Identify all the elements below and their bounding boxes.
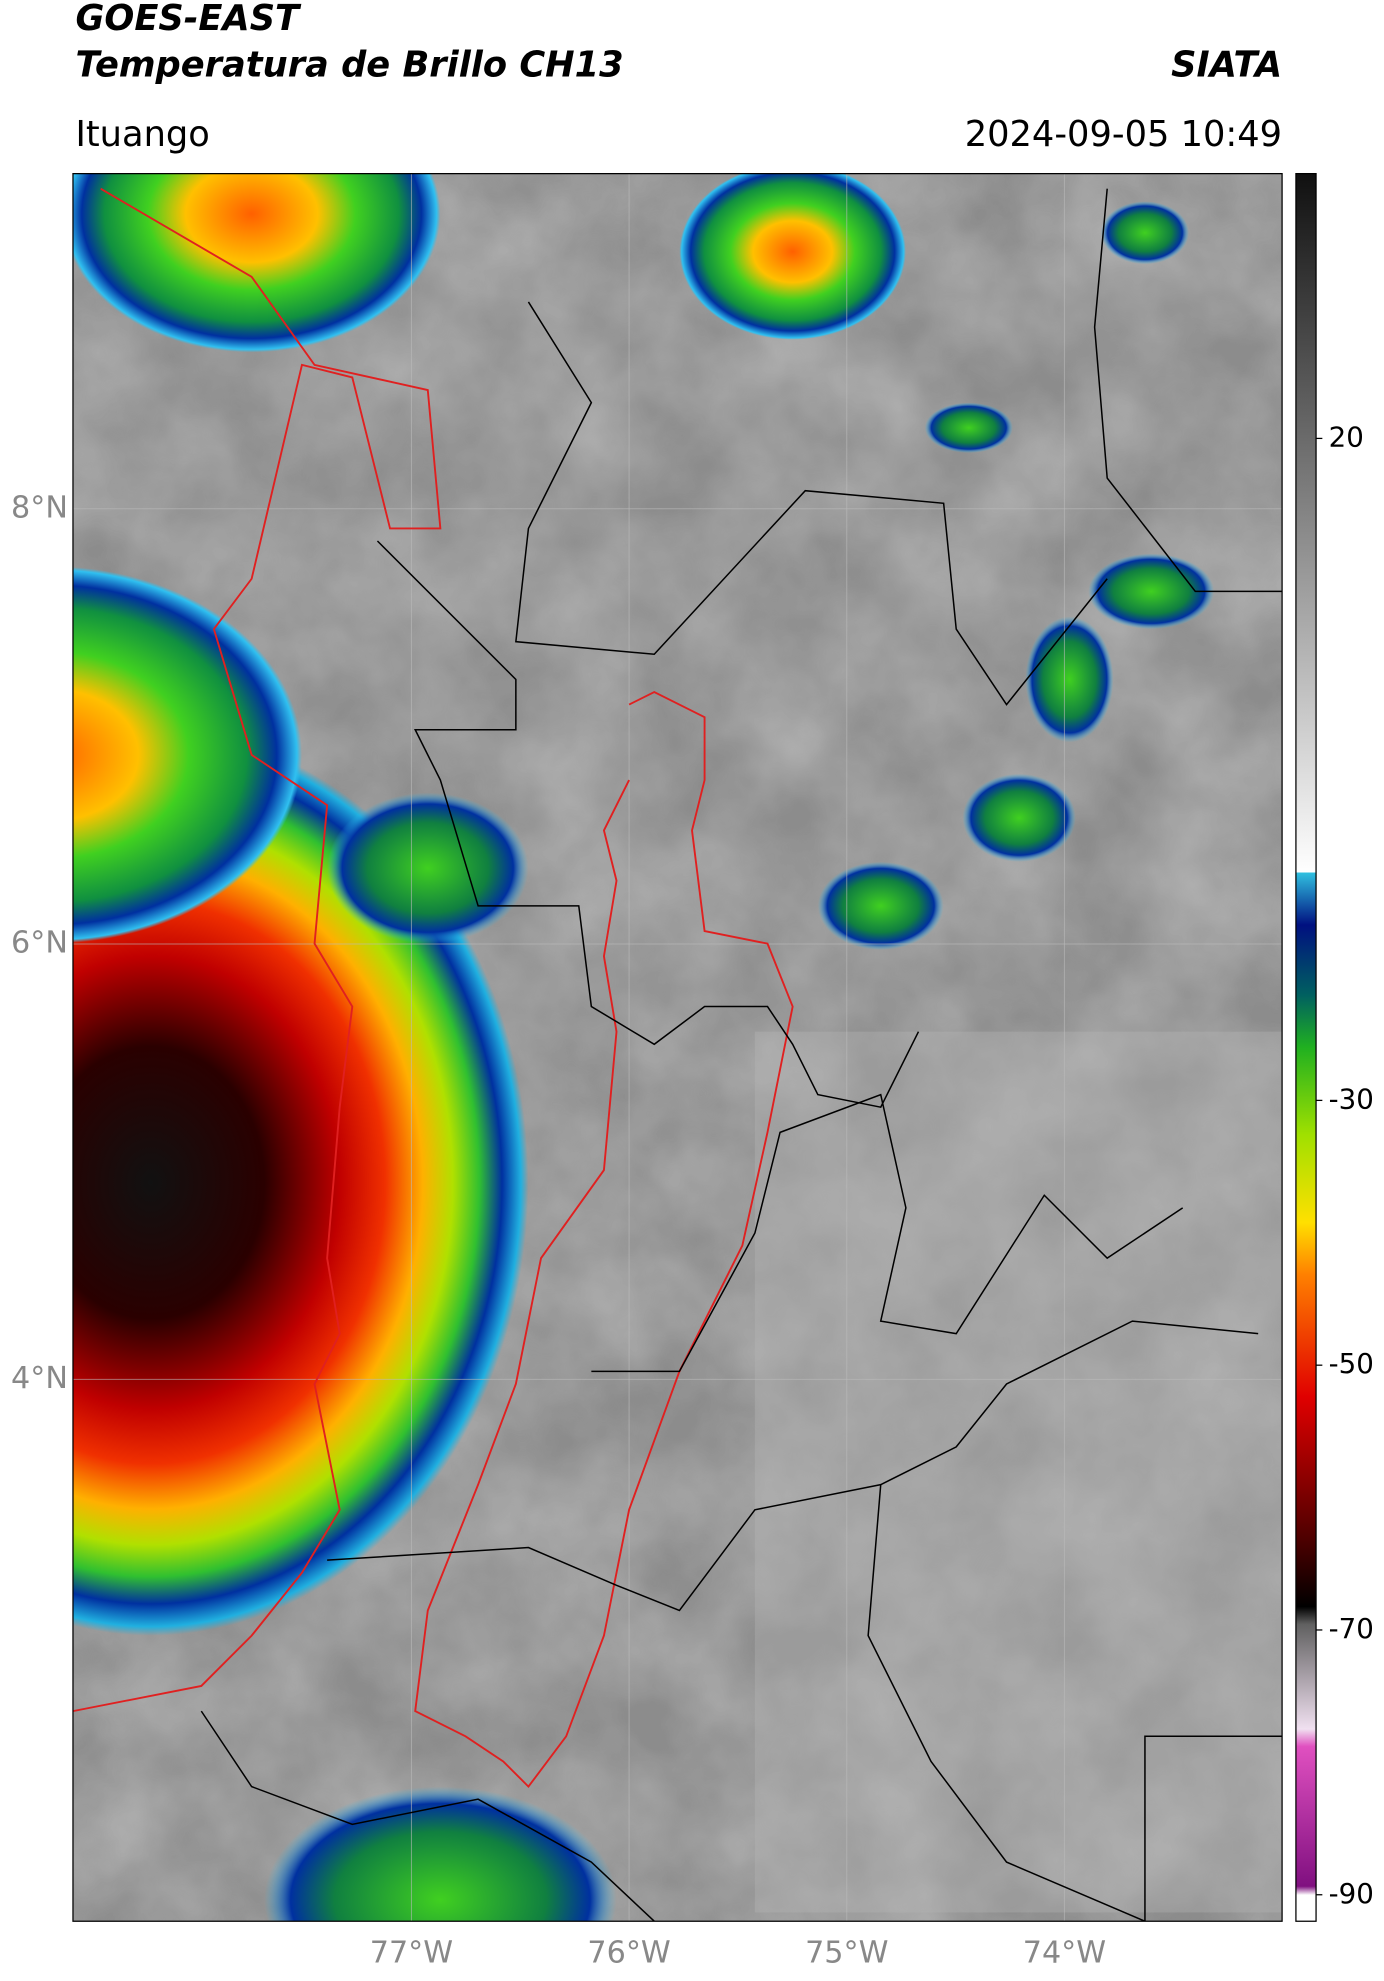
x-tick-label: 75°W	[805, 1935, 888, 1970]
title: GOES-EAST	[75, 0, 302, 39]
colorbar-tick-label: -30	[1329, 1082, 1374, 1115]
colorbar-tick-label: -50	[1329, 1347, 1374, 1380]
boundary	[327, 1320, 1259, 1612]
boundary	[591, 1093, 1184, 1373]
boundary	[376, 540, 920, 1109]
x-tick-label: 77°W	[370, 1935, 453, 1970]
colorbar-tick-label: 20	[1329, 420, 1364, 453]
map	[72, 173, 1283, 1922]
ticks: 77°W 76°W 75°W 74°W 4°N 6°N 8°N 20 -30 -50 -70 -90	[11, 420, 1374, 1970]
y-tick-label: 8°N	[11, 490, 68, 525]
storm	[817, 861, 944, 950]
colorbar-tick-label: -90	[1329, 1877, 1374, 1910]
colorbar	[1295, 172, 1317, 1922]
boundaries	[200, 188, 1283, 1922]
x-tick-label: 76°W	[587, 1935, 670, 1970]
storm	[924, 402, 1013, 453]
y-tick-label: 6°N	[11, 926, 68, 961]
map-frame	[72, 172, 1283, 1922]
storm	[962, 773, 1076, 862]
boundary	[1144, 1735, 1283, 1922]
storm	[264, 1786, 617, 1922]
x-tick-label: 74°W	[1023, 1935, 1106, 1970]
basin-outline	[414, 690, 794, 1789]
boundary	[1093, 188, 1283, 593]
datetime: 2024-09-05 10:49	[965, 114, 1282, 155]
storm	[1088, 553, 1215, 630]
y-tick-label: 4°N	[11, 1361, 68, 1396]
grid	[72, 173, 1283, 1922]
boundary	[200, 1710, 655, 1922]
source: SIATA	[1171, 45, 1282, 86]
storm	[72, 566, 302, 943]
colorbar-tick-label: -70	[1329, 1612, 1374, 1645]
storm	[327, 792, 529, 944]
storm	[1025, 616, 1114, 743]
location: Ituango	[75, 114, 209, 155]
subtitle: Temperatura de Brillo CH13	[75, 45, 623, 86]
boundary	[867, 1484, 1146, 1922]
cloud-texture	[754, 1031, 1283, 1913]
storm	[679, 173, 906, 340]
boundary	[515, 301, 1108, 706]
coastline	[72, 187, 442, 1713]
storm	[1100, 201, 1189, 265]
storm	[72, 729, 529, 1636]
storm	[72, 173, 441, 353]
